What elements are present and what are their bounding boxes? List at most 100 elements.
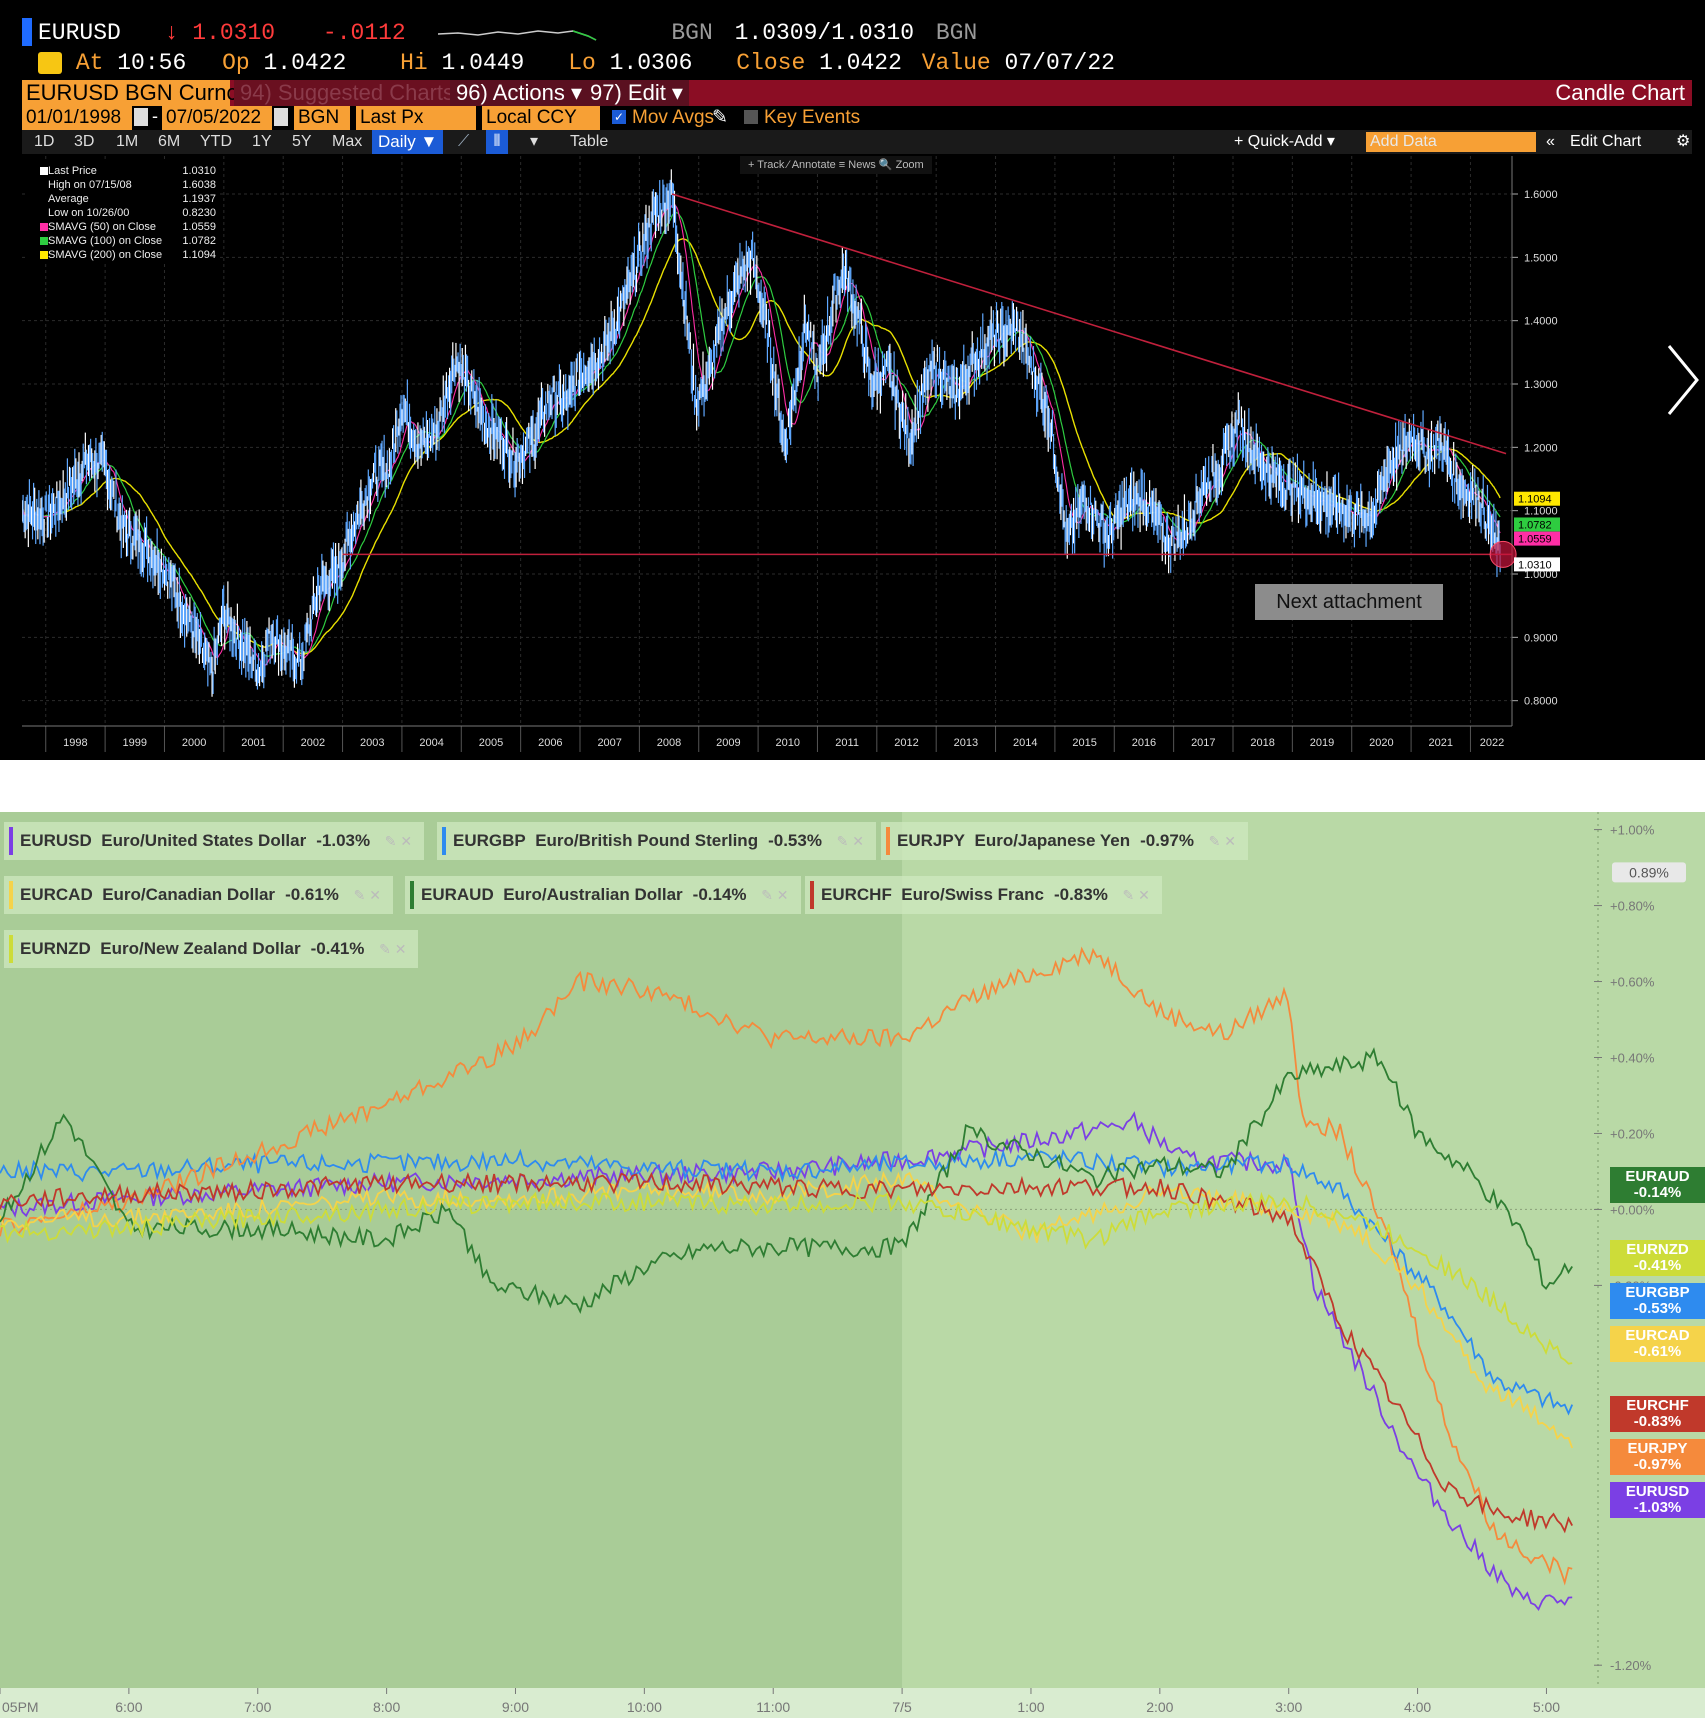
tag-ticker: EURGBP [1625,1284,1690,1301]
price-tag [1514,491,1560,506]
add-data-input[interactable]: Add Data [1366,132,1536,152]
candle-chart-icon[interactable]: ⫴ [486,130,508,154]
x-tick-label: 1999 [123,737,147,749]
x-tick-label: 2:00 [1146,1699,1173,1715]
series-line-eurgbp [0,1147,1574,1416]
quote-line-1: EURUSD ↓ 1.0310 -.0112 BGN 1.0309/1.0310… [38,20,977,46]
value-tag-euraud: EURAUD -0.14% [1610,1167,1705,1203]
current-value-label: 0.89% [1629,864,1669,880]
chevron-right-icon[interactable] [1663,340,1703,420]
key-events-label[interactable]: Key Events [764,107,861,128]
chip-name: Euro/Japanese Yen [974,831,1131,850]
current-value-badge [1612,862,1686,883]
close-icon[interactable]: ✎ ✕ [836,833,864,849]
table-button[interactable]: Table [570,133,609,150]
chip-ticker: EURUSD [20,831,92,850]
range-6m[interactable]: 6M [158,133,181,150]
close-icon[interactable]: ✎ ✕ [379,941,407,957]
chevron-down-icon[interactable]: ▾ [530,133,539,150]
chip-ticker: EURGBP [453,831,526,850]
x-tick-label: 05PM [2,1699,39,1715]
range-1m[interactable]: 1M [116,133,139,150]
range-5y[interactable]: 5Y [292,133,312,150]
x-tick-label: 2022 [1480,737,1504,749]
y-tick-label: -1.20% [1610,1658,1652,1673]
double-chevron-icon[interactable]: « [1546,133,1555,150]
currency-select[interactable]: Local CCY [482,106,600,130]
series-chip-euraud[interactable]: EURAUD Euro/Australian Dollar -0.14% ✎ ✕ [405,876,801,914]
x-tick-label: 2019 [1310,737,1334,749]
legend-value: 1.1094 [182,249,216,261]
edit-chart-button[interactable]: Edit Chart [1570,133,1642,150]
chip-name: Euro/Australian Dollar [503,885,683,904]
end-date-input[interactable]: 07/05/2022 [162,106,272,130]
suggested-charts-button[interactable]: 94) Suggested Charts [234,80,461,106]
chart-tools-bar[interactable]: + Track ⁄ Annotate ≡ News 🔍 Zoom [740,156,932,174]
chip-name: Euro/Swiss Franc [901,885,1044,904]
series-line-eurcad [0,1170,1574,1449]
price-tag [1514,557,1560,572]
chip-ticker: EURCAD [20,885,93,904]
series-chip-eurjpy[interactable]: EURJPY Euro/Japanese Yen -0.97% ✎ ✕ [881,822,1248,860]
range-1y[interactable]: 1Y [252,133,272,150]
legend-row: Last Price 1.0310 [28,164,220,178]
tag-ticker: EURAUD [1625,1168,1690,1185]
field-select[interactable]: Last Px [356,106,476,130]
source-input[interactable]: BGN [294,106,350,130]
key-events-checkbox[interactable] [744,110,758,124]
edit-menu[interactable]: 97) Edit ▾ [584,80,689,106]
tag-change: -0.53% [1633,1300,1682,1317]
price-tag-label: 1.0310 [1518,559,1552,571]
series-chip-eurcad[interactable]: EURCAD Euro/Canadian Dollar -0.61% ✎ ✕ [4,876,393,914]
range-1d[interactable]: 1D [34,133,55,150]
series-chip-eurgbp[interactable]: EURGBP Euro/British Pound Sterling -0.53%… [437,822,876,860]
quick-add-button[interactable]: + Quick-Add ▾ [1234,133,1335,150]
series-color [810,881,814,909]
gear-icon[interactable]: ⚙ [1676,133,1691,150]
tag-change: -0.61% [1633,1343,1682,1360]
range-3d[interactable]: 3D [74,133,95,150]
pencil-icon[interactable]: ✎ [712,107,728,128]
period-select[interactable]: Daily ▼ [372,130,444,154]
chart-type-label: Candle Chart [1555,80,1685,105]
series-chip-eurusd[interactable]: EURUSD Euro/United States Dollar -1.03% ✎ … [4,822,425,860]
x-tick-label: 2003 [360,737,384,749]
range-ytd[interactable]: YTD [200,133,232,150]
x-tick-label: 2016 [1132,737,1156,749]
calendar-icon[interactable] [274,108,288,126]
close-icon[interactable]: ✎ ✕ [761,887,789,903]
series-line-eurjpy [0,946,1573,1586]
close-icon[interactable]: ✎ ✕ [384,833,413,849]
series-line-eurnzd [0,1190,1573,1365]
legend-label: Average [48,193,89,205]
actions-menu[interactable]: 96) Actions ▾ [450,80,588,106]
tag-ticker: EURCAD [1625,1327,1690,1344]
close-icon[interactable]: ✎ ✕ [353,887,381,903]
tag-ticker: EURNZD [1626,1241,1689,1258]
tag-change: -0.41% [1633,1257,1682,1274]
chip-change: -0.83% [1053,885,1108,904]
series-chip-eurnzd[interactable]: EURNZD Euro/New Zealand Dollar -0.41% ✎ ✕ [4,930,419,968]
y-tick-label: 0.8000 [1524,696,1558,708]
calendar-icon[interactable] [134,108,148,126]
series-chip-eurchf[interactable]: EURCHF Euro/Swiss Franc -0.83% ✎ ✕ [805,876,1162,914]
chip-change: -0.53% [768,831,822,850]
x-tick-label: 3:00 [1275,1699,1302,1715]
close-icon[interactable]: ✎ ✕ [1122,887,1150,903]
x-tick-label: 2005 [479,737,503,749]
y-tick-label: +0.80% [1610,899,1655,914]
line-chart-icon[interactable]: ⟋ [458,133,470,150]
range-max[interactable]: Max [332,133,363,150]
mov-avgs-checkbox[interactable]: ✓ [612,110,626,124]
next-attachment-button[interactable]: Next attachment [1255,584,1443,620]
tag-change: -0.14% [1633,1184,1682,1201]
series-color [9,935,13,963]
start-date-input[interactable]: 01/01/1998 [22,106,132,130]
legend-value: 1.0782 [182,235,216,247]
security-field[interactable]: EURUSD BGN Curncy [22,80,248,106]
at-label: At [75,50,104,76]
x-tick-label: 2004 [419,737,443,749]
mov-avgs-label[interactable]: Mov Avgs [632,107,715,128]
price-tag-label: 1.0782 [1518,519,1552,531]
close-icon[interactable]: ✎ ✕ [1208,833,1236,849]
